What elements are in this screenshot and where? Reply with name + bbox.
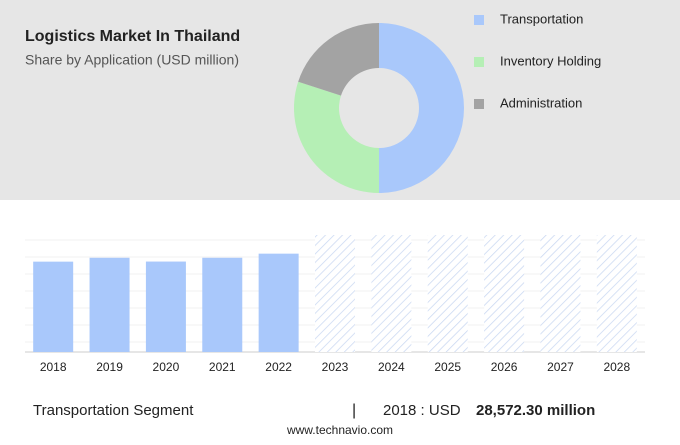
legend-swatch [474,99,484,109]
footer-year: 2018 : USD [383,402,461,419]
donut-slice [379,23,464,193]
legend-label: Administration [500,95,582,110]
x-tick-label: 2026 [491,360,518,374]
legend-swatch [474,57,484,67]
bar [89,257,130,352]
legend-label: Transportation [500,11,583,26]
forecast-placeholder [484,235,525,352]
x-tick-label: 2025 [434,360,461,374]
x-tick-label: 2028 [603,360,630,374]
source: www.technavio.com [286,423,393,437]
forecast-placeholder [427,235,468,352]
footer-value: 28,572.30 million [476,402,595,419]
forecast-placeholder [371,235,412,352]
title: Logistics Market In Thailand [25,28,240,45]
legend-swatch [474,15,484,25]
bar [258,253,299,352]
donut-chart [294,22,464,193]
legend-label: Inventory Holding [500,53,601,68]
x-tick-label: 2019 [96,360,123,374]
x-tick-label: 2024 [378,360,405,374]
legend: Transportation Inventory Holding Administr… [474,11,601,110]
forecast-placeholder [315,235,355,352]
x-tick-label: 2018 [40,360,67,374]
forecast-placeholder [596,235,637,352]
x-tick-label: 2022 [265,360,292,374]
x-tick-label: 2020 [153,360,180,374]
forecast-placeholder [540,235,581,352]
footer-segment: Transportation Segment [33,402,194,419]
donut-slice [294,81,379,193]
footer-separator: | [352,402,356,419]
donut-slice [298,22,379,96]
bar [202,257,243,352]
x-tick-label: 2027 [547,360,574,374]
bar [33,261,74,352]
subtitle: Share by Application (USD million) [25,52,239,68]
bar [145,261,186,352]
x-tick-label: 2023 [322,360,349,374]
bar-chart: 2018 2019 2020 2021 2022 2023 2024 2025 2026 2027… [25,235,645,374]
x-tick-label: 2021 [209,360,236,374]
